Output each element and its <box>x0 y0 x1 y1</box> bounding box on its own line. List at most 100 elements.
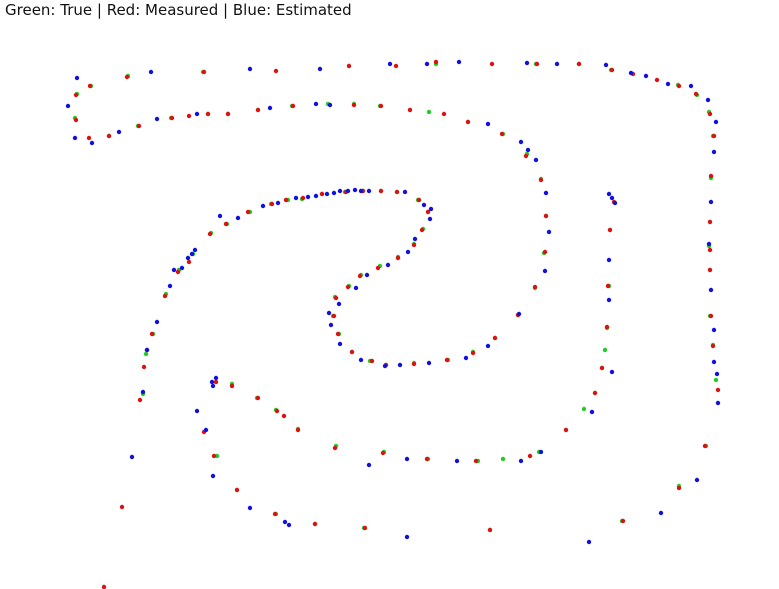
data-point <box>247 66 253 72</box>
data-point <box>312 521 318 527</box>
data-point <box>186 259 192 265</box>
data-point <box>282 519 288 525</box>
data-point <box>654 77 660 83</box>
data-point <box>542 249 548 255</box>
data-point <box>346 63 352 69</box>
data-point <box>89 140 95 146</box>
data-point <box>358 357 364 363</box>
data-point <box>378 188 384 194</box>
data-point <box>385 262 391 268</box>
data-point <box>300 195 306 201</box>
data-point <box>419 227 425 233</box>
data-point <box>473 458 479 464</box>
data-point <box>201 69 207 75</box>
data-point <box>444 357 450 363</box>
data-point <box>189 251 195 257</box>
data-point <box>333 295 339 301</box>
data-point <box>538 449 544 455</box>
data-point <box>599 365 605 371</box>
data-point <box>456 59 462 65</box>
data-point <box>658 510 664 516</box>
data-point <box>425 209 431 215</box>
data-point <box>485 121 491 127</box>
data-point <box>694 477 700 483</box>
data-point <box>546 229 552 235</box>
data-point <box>707 219 713 225</box>
data-point <box>345 188 351 194</box>
data-point <box>628 70 634 76</box>
data-point <box>707 111 713 117</box>
series-measured <box>73 59 721 589</box>
data-point <box>207 231 213 237</box>
data-point <box>203 427 209 433</box>
data-point <box>167 283 173 289</box>
data-point <box>235 215 241 221</box>
data-point <box>116 129 122 135</box>
data-point <box>524 60 530 66</box>
data-point <box>542 268 548 274</box>
data-point <box>324 191 330 197</box>
data-point <box>620 518 626 524</box>
data-point <box>708 199 714 205</box>
data-point <box>281 413 287 419</box>
data-point <box>576 61 582 67</box>
data-point <box>416 197 422 203</box>
data-point <box>272 511 278 517</box>
data-point <box>708 173 714 179</box>
data-point <box>229 383 235 389</box>
data-point <box>665 81 671 87</box>
data-point <box>210 473 216 479</box>
data-point <box>606 257 612 263</box>
data-point <box>357 273 363 279</box>
data-point <box>169 115 175 121</box>
data-point <box>286 522 292 528</box>
data-point <box>124 74 130 80</box>
data-point <box>313 101 319 107</box>
data-point <box>332 445 338 451</box>
data-point <box>394 189 400 195</box>
data-point <box>192 247 198 253</box>
data-point <box>313 193 319 199</box>
data-point <box>137 397 143 403</box>
data-point <box>335 331 341 337</box>
data-point <box>393 63 399 69</box>
data-point <box>500 456 506 462</box>
data-point <box>706 241 712 247</box>
data-point <box>194 111 200 117</box>
data-point <box>362 525 368 531</box>
data-point <box>433 59 439 65</box>
data-point <box>711 149 717 155</box>
data-point <box>87 83 93 89</box>
data-point <box>211 453 217 459</box>
data-point <box>247 505 253 511</box>
data-point <box>411 242 417 248</box>
data-point <box>427 216 433 222</box>
data-point <box>154 116 160 122</box>
data-point <box>424 456 430 462</box>
data-point <box>337 341 343 347</box>
data-point <box>305 194 311 200</box>
data-point <box>606 191 612 197</box>
data-point <box>405 249 411 255</box>
data-point <box>532 284 538 290</box>
data-point <box>518 458 524 464</box>
data-point <box>606 297 612 303</box>
data-point <box>543 190 549 196</box>
data-point <box>351 102 357 108</box>
data-point <box>707 247 713 253</box>
data-point <box>148 69 154 75</box>
data-point <box>194 408 200 414</box>
data-point <box>260 203 266 209</box>
data-point <box>702 443 708 449</box>
data-point <box>714 371 720 377</box>
data-point <box>592 390 598 396</box>
data-point <box>290 103 296 109</box>
data-point <box>154 319 160 325</box>
data-point <box>225 111 231 117</box>
data-point <box>366 462 372 468</box>
data-point <box>708 313 714 319</box>
data-point <box>106 133 112 139</box>
data-point <box>609 195 615 201</box>
data-point <box>454 458 460 464</box>
data-point <box>141 364 147 370</box>
